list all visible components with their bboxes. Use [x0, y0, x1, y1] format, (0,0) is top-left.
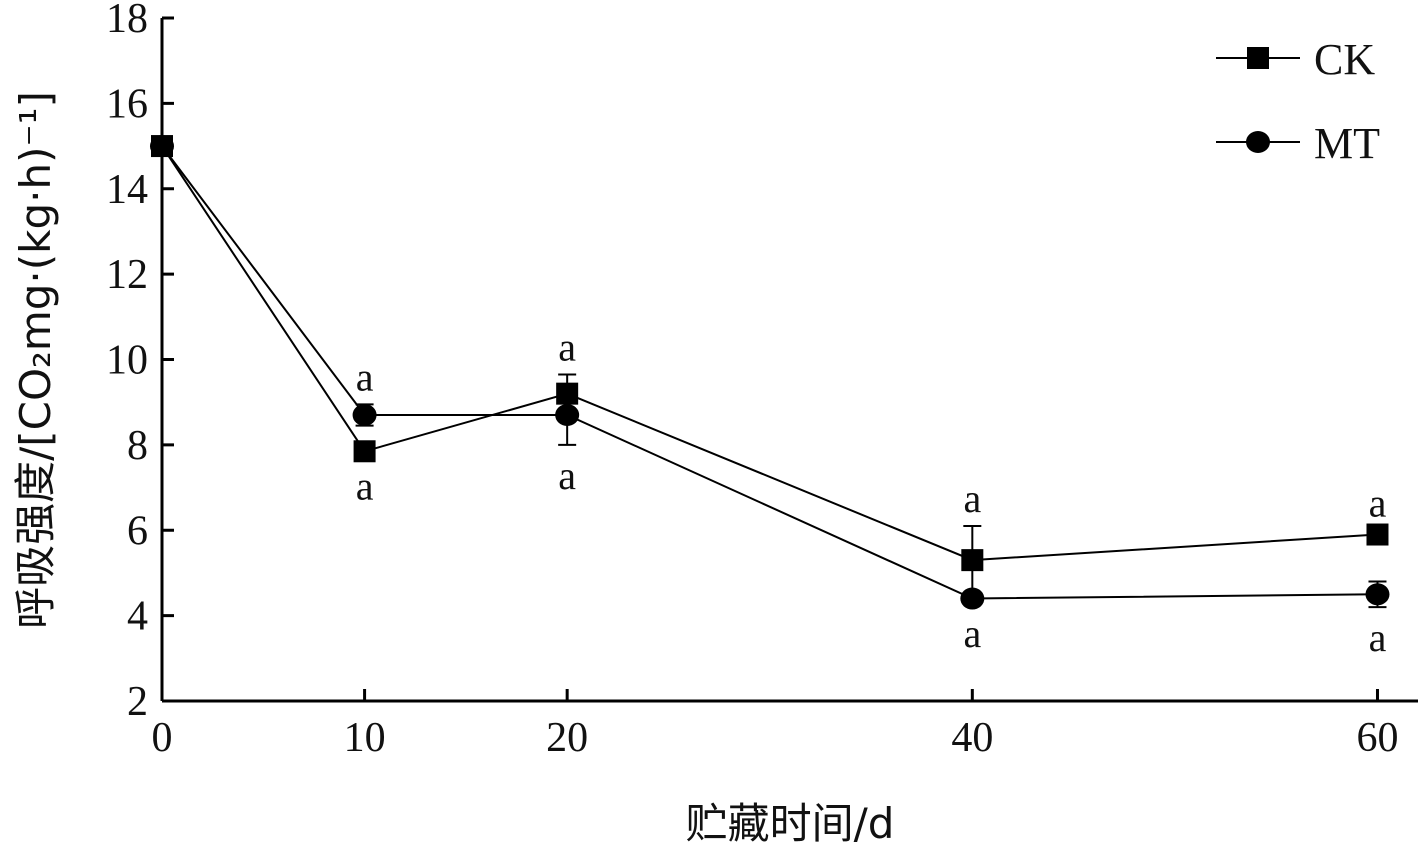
- data-point-mt: [150, 135, 174, 158]
- series-line-mt: [161, 145, 1378, 600]
- y-tick-label: 16: [106, 81, 148, 127]
- y-axis-title: 呼吸强度/[CO₂mg·(kg·h)⁻¹]: [11, 91, 60, 629]
- x-tick-label: 60: [1356, 715, 1398, 761]
- data-point-mt: [960, 587, 985, 610]
- data-point-ck: [961, 549, 984, 572]
- data-point-mt: [352, 403, 377, 426]
- significance-letter-mt: a: [558, 453, 576, 498]
- y-tick-label: 4: [127, 594, 148, 640]
- data-point-ck: [1366, 523, 1389, 546]
- series-line-ck: [161, 145, 1378, 562]
- data-point-mt: [555, 403, 580, 426]
- significance-letter-mt: a: [356, 354, 374, 399]
- y-tick-label: 14: [106, 167, 148, 213]
- y-tick-label: 10: [106, 338, 148, 384]
- data-point-ck: [353, 440, 376, 463]
- significance-letter-ck: a: [1369, 480, 1387, 525]
- legend-marker-mt: [1246, 131, 1270, 153]
- y-tick-label: 2: [127, 679, 148, 725]
- legend-label-ck: CK: [1314, 35, 1375, 84]
- x-tick-label: 10: [344, 715, 386, 761]
- significance-letter-mt: a: [1369, 615, 1387, 660]
- y-tick-label: 12: [106, 252, 148, 298]
- x-tick-label: 20: [546, 715, 588, 761]
- y-tick-label: 6: [127, 508, 148, 554]
- y-tick-label: 8: [127, 423, 148, 469]
- legend-label-mt: MT: [1314, 119, 1380, 168]
- significance-letter-mt: a: [963, 611, 981, 656]
- significance-letter-ck: a: [356, 464, 374, 509]
- significance-letter-ck: a: [963, 476, 981, 521]
- significance-letter-ck: a: [558, 324, 576, 369]
- y-tick-label: 18: [106, 0, 148, 42]
- legend-marker-ck: [1247, 47, 1269, 69]
- x-tick-label: 40: [951, 715, 993, 761]
- data-point-mt: [1365, 583, 1390, 606]
- x-axis-title: 贮藏时间/d: [686, 799, 895, 848]
- x-tick-label: 0: [152, 715, 173, 761]
